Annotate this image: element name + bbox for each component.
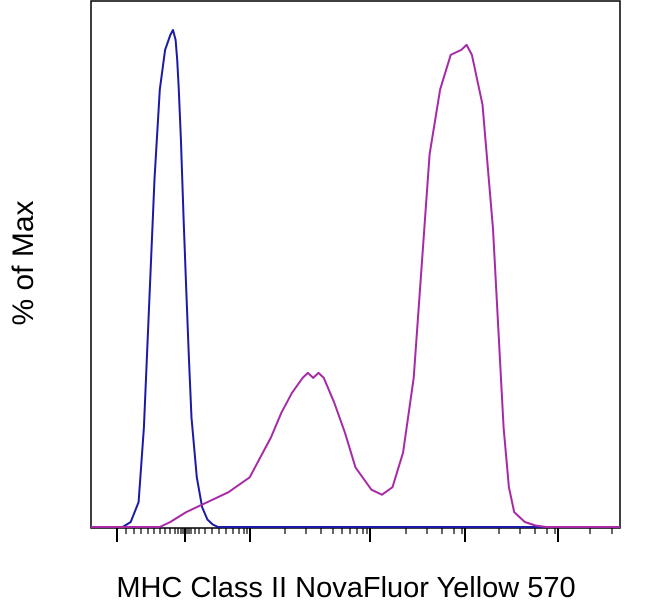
x-axis-label: MHC Class II NovaFluor Yellow 570 xyxy=(116,572,575,604)
y-axis-label: % of Max xyxy=(7,200,40,325)
x-axis-ticks xyxy=(116,528,613,542)
histogram-series-1 xyxy=(91,29,620,528)
series-layer xyxy=(91,29,620,528)
histogram-series-2 xyxy=(91,43,620,528)
plot-frame xyxy=(90,0,621,529)
